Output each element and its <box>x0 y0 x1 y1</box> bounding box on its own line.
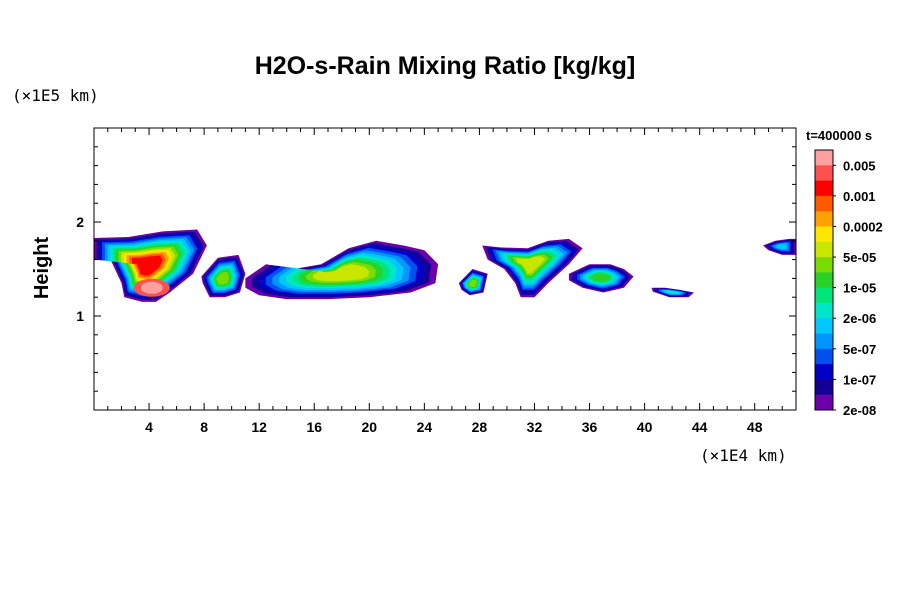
y-axis-unit: (×1E5 km) <box>12 86 99 105</box>
x-tick-label: 44 <box>692 419 708 435</box>
x-tick-label: 16 <box>306 419 322 435</box>
contour-band-3-9 <box>468 279 477 288</box>
colorbar-label: 2e-06 <box>843 311 876 326</box>
contour-band-6-6 <box>664 290 679 294</box>
x-tick-label: 20 <box>362 419 378 435</box>
colorbar-swatch <box>815 226 833 243</box>
colorbar-swatch <box>815 348 833 365</box>
contour-band-2-10 <box>313 264 370 282</box>
colorbar-swatch <box>815 333 833 350</box>
colorbar-label: 0.001 <box>843 189 876 204</box>
colorbar-label: 1e-07 <box>843 372 876 387</box>
colorbar-label: 1e-05 <box>843 281 876 296</box>
colorbar-label: 5e-07 <box>843 342 876 357</box>
x-tick-label: 36 <box>582 419 598 435</box>
colorbar-swatch <box>815 195 833 212</box>
contour-band-5-8 <box>590 273 611 282</box>
contour-core-0-1 <box>140 281 163 294</box>
contour-band-1-9 <box>216 271 230 285</box>
colorbar-swatch <box>815 211 833 227</box>
x-axis-unit: (×1E4 km) <box>700 446 787 465</box>
contour-layer <box>94 229 796 302</box>
x-tick-label: 8 <box>200 419 208 435</box>
y-axis: 12 <box>76 146 796 392</box>
colorbar-swatch <box>815 394 833 411</box>
plot-frame <box>93 127 797 411</box>
y-tick-label: 1 <box>76 308 84 324</box>
x-tick-label: 40 <box>637 419 653 435</box>
time-label: t=400000 s <box>806 128 872 143</box>
x-tick-label: 28 <box>472 419 488 435</box>
colorbar-swatch <box>815 272 833 289</box>
colorbar-swatch <box>815 180 833 197</box>
colorbar-swatch <box>815 165 833 181</box>
colorbar-swatch <box>815 379 833 396</box>
colorbar-swatch <box>815 364 833 380</box>
x-tick-label: 12 <box>251 419 267 435</box>
y-tick-label: 2 <box>76 214 84 230</box>
colorbar-swatch <box>815 302 833 319</box>
contour-band-7-5 <box>775 243 787 250</box>
x-axis: 4 8 12 16 20 24 28 32 36 40 44 48 <box>107 128 783 435</box>
colorbar-swatch <box>815 150 833 166</box>
colorbar-label: 0.005 <box>843 158 876 173</box>
x-tick-label: 32 <box>527 419 543 435</box>
colorbar-label: 0.0002 <box>843 219 883 234</box>
x-tick-label: 24 <box>417 419 433 435</box>
colorbar: 0.005 0.001 0.0002 5e-05 1e-05 2e-06 5e-07 1e-0… <box>814 149 883 418</box>
colorbar-frame <box>814 149 834 411</box>
x-tick-label: 48 <box>747 419 763 435</box>
chart-title: H2O-s-Rain Mixing Ratio [kg/kg] <box>255 52 636 80</box>
contour-band-4-10 <box>516 256 546 274</box>
x-tick-label: 4 <box>145 419 153 435</box>
contour-band-0-14 <box>132 255 163 276</box>
colorbar-label: 2e-08 <box>843 403 876 418</box>
colorbar-swatch <box>815 241 833 258</box>
y-axis-label: Height <box>31 237 53 300</box>
colorbar-swatch <box>815 257 833 273</box>
colorbar-swatch <box>815 287 833 304</box>
colorbar-label: 5e-05 <box>843 250 876 265</box>
colorbar-swatch <box>815 318 833 334</box>
